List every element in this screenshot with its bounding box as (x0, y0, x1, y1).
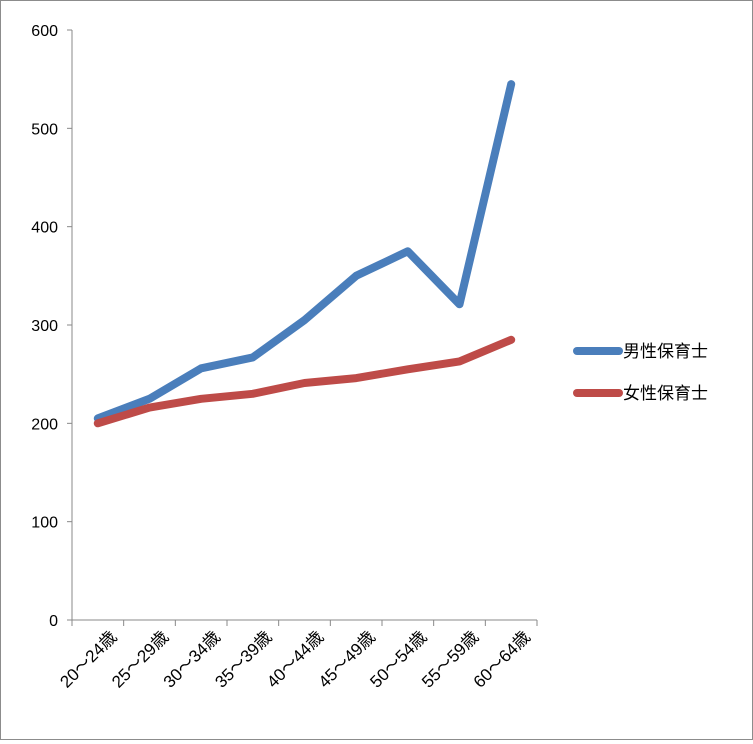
data-point (252, 393, 254, 395)
series-layer (93, 80, 516, 428)
y-tick-label: 100 (31, 515, 58, 532)
data-point (200, 367, 202, 369)
data-point (200, 398, 202, 400)
legend-item-1: 女性保育士 (573, 384, 708, 403)
data-point (407, 368, 409, 370)
data-point (355, 275, 357, 277)
data-point (149, 398, 151, 400)
y-tick-label: 600 (31, 23, 58, 40)
data-point (304, 319, 306, 321)
data-point (252, 356, 254, 358)
y-tick-label: 400 (31, 220, 58, 237)
data-point (407, 250, 409, 252)
data-point (459, 360, 461, 362)
legend-label: 男性保育士 (623, 342, 708, 361)
data-point (97, 422, 99, 424)
legend-label: 女性保育士 (623, 384, 708, 403)
series-line-0 (93, 80, 516, 423)
x-category-label: 60～64歳 (470, 627, 534, 691)
data-point (510, 83, 512, 85)
y-tick-label: 300 (31, 318, 58, 335)
data-point (459, 303, 461, 305)
legend-item-0: 男性保育士 (573, 342, 708, 361)
data-point (510, 339, 512, 341)
data-point (355, 377, 357, 379)
data-point (304, 382, 306, 384)
data-point (149, 407, 151, 409)
y-tick-label: 0 (49, 613, 58, 630)
series-line-1 (93, 335, 516, 428)
y-tick-label: 500 (31, 121, 58, 138)
y-tick-label: 200 (31, 416, 58, 433)
